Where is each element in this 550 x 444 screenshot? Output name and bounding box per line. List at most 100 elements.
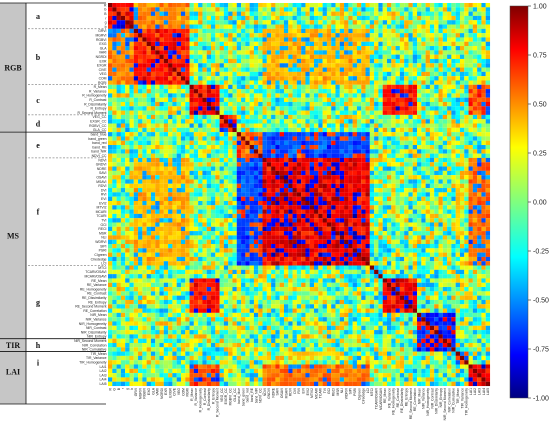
heatmap-cell: [206, 170, 212, 176]
heatmap-cell: [481, 84, 486, 90]
heatmap-cell: [404, 119, 409, 124]
heatmap-cell: [193, 106, 199, 111]
heatmap-cell: [163, 97, 169, 103]
heatmap-cell: [150, 209, 156, 214]
heatmap-cell: [193, 209, 199, 214]
heatmap-cell: [395, 209, 400, 214]
heatmap-cell: [365, 188, 370, 193]
heatmap-cell: [386, 20, 392, 25]
heatmap-cell: [412, 7, 418, 12]
heatmap-cell: [412, 170, 418, 176]
heatmap-cell: [176, 46, 182, 51]
heatmap-cell: [292, 192, 297, 197]
y-tick-label: GLA_CC: [93, 128, 107, 132]
heatmap-cell: [352, 76, 357, 81]
heatmap-cell: [159, 157, 164, 163]
heatmap-cell: [386, 222, 392, 227]
heatmap-cell: [258, 162, 263, 167]
heatmap-cell: [146, 15, 151, 21]
heatmap-cell: [417, 24, 422, 29]
heatmap-cell: [412, 101, 418, 107]
heatmap-cell: [331, 140, 336, 146]
heatmap-cell: [352, 11, 357, 16]
heatmap-cell: [314, 7, 319, 12]
heatmap-cell: [356, 188, 362, 193]
heatmap-cell: [262, 175, 267, 180]
heatmap-cell: [180, 136, 186, 141]
heatmap-cell: [202, 106, 207, 111]
heatmap-cell: [451, 7, 456, 12]
heatmap-cell: [417, 101, 422, 107]
heatmap-cell: [172, 89, 177, 94]
heatmap-cell: [150, 58, 156, 64]
heatmap-cell: [318, 222, 323, 227]
heatmap-cell: [429, 205, 435, 210]
heatmap-cell: [369, 58, 375, 64]
heatmap-cell: [288, 76, 293, 81]
heatmap-cell: [421, 28, 426, 34]
heatmap-cell: [348, 127, 353, 133]
heatmap-cell: [356, 97, 362, 103]
y-tick-label: MSAVI: [96, 180, 106, 184]
heatmap-cell: [180, 153, 186, 158]
heatmap-cell: [223, 166, 229, 171]
heatmap-cell: [339, 97, 345, 103]
heatmap-cell: [361, 205, 366, 210]
heatmap-cell: [296, 7, 302, 12]
heatmap-cell: [288, 196, 293, 201]
heatmap-cell: [365, 89, 370, 94]
heatmap-cell: [335, 183, 340, 189]
heatmap-cell: [219, 170, 224, 176]
heatmap-cell: [339, 231, 345, 236]
heatmap-cell: [271, 41, 276, 47]
heatmap-cell: [206, 127, 212, 133]
heatmap-cell: [314, 50, 319, 55]
heatmap-cell: [391, 162, 396, 167]
heatmap-cell: [477, 175, 482, 180]
heatmap-cell: [369, 209, 375, 214]
heatmap-cell: [314, 149, 319, 154]
heatmap-cell: [429, 140, 435, 146]
heatmap-cell: [386, 127, 392, 133]
heatmap-cell: [348, 50, 353, 55]
heatmap-cell: [378, 175, 383, 180]
heatmap-cell: [468, 196, 473, 201]
heatmap-cell: [438, 222, 443, 227]
heatmap-cell: [459, 132, 465, 137]
heatmap-cell: [198, 97, 203, 103]
heatmap-cell: [318, 136, 323, 141]
heatmap-cell: [142, 37, 147, 42]
y-tick-label: RE_Dissimilarity: [82, 296, 107, 300]
heatmap-cell: [108, 222, 113, 227]
heatmap-cell: [262, 63, 267, 68]
heatmap-cell: [481, 58, 486, 64]
heatmap-cell: [146, 200, 151, 206]
heatmap-cell: [241, 84, 246, 90]
heatmap-cell: [301, 226, 306, 232]
heatmap-cell: [176, 76, 182, 81]
heatmap-cell: [391, 76, 396, 81]
heatmap-cell: [481, 37, 486, 42]
heatmap-cell: [404, 46, 409, 51]
heatmap-cell: [228, 54, 233, 59]
heatmap-cell: [309, 50, 315, 55]
heatmap-cell: [189, 11, 194, 16]
heatmap-cell: [429, 136, 435, 141]
heatmap-cell: [275, 84, 280, 90]
heatmap-cell: [481, 67, 486, 72]
heatmap-cell: [472, 175, 478, 180]
heatmap-cell: [271, 136, 276, 141]
heatmap-cell: [365, 175, 370, 180]
y-tick-label: NDVI: [98, 158, 106, 162]
heatmap-cell: [305, 41, 310, 47]
heatmap-cell: [223, 153, 229, 158]
heatmap-cell: [206, 101, 212, 107]
y-tick-label: MTVI2: [97, 206, 107, 210]
heatmap-cell: [189, 106, 194, 111]
heatmap-cell: [215, 145, 220, 150]
heatmap-cell: [305, 196, 310, 201]
heatmap-cell: [459, 11, 465, 16]
heatmap-cell: [447, 231, 452, 236]
heatmap-cell: [356, 226, 362, 232]
heatmap-cell: [142, 41, 147, 47]
